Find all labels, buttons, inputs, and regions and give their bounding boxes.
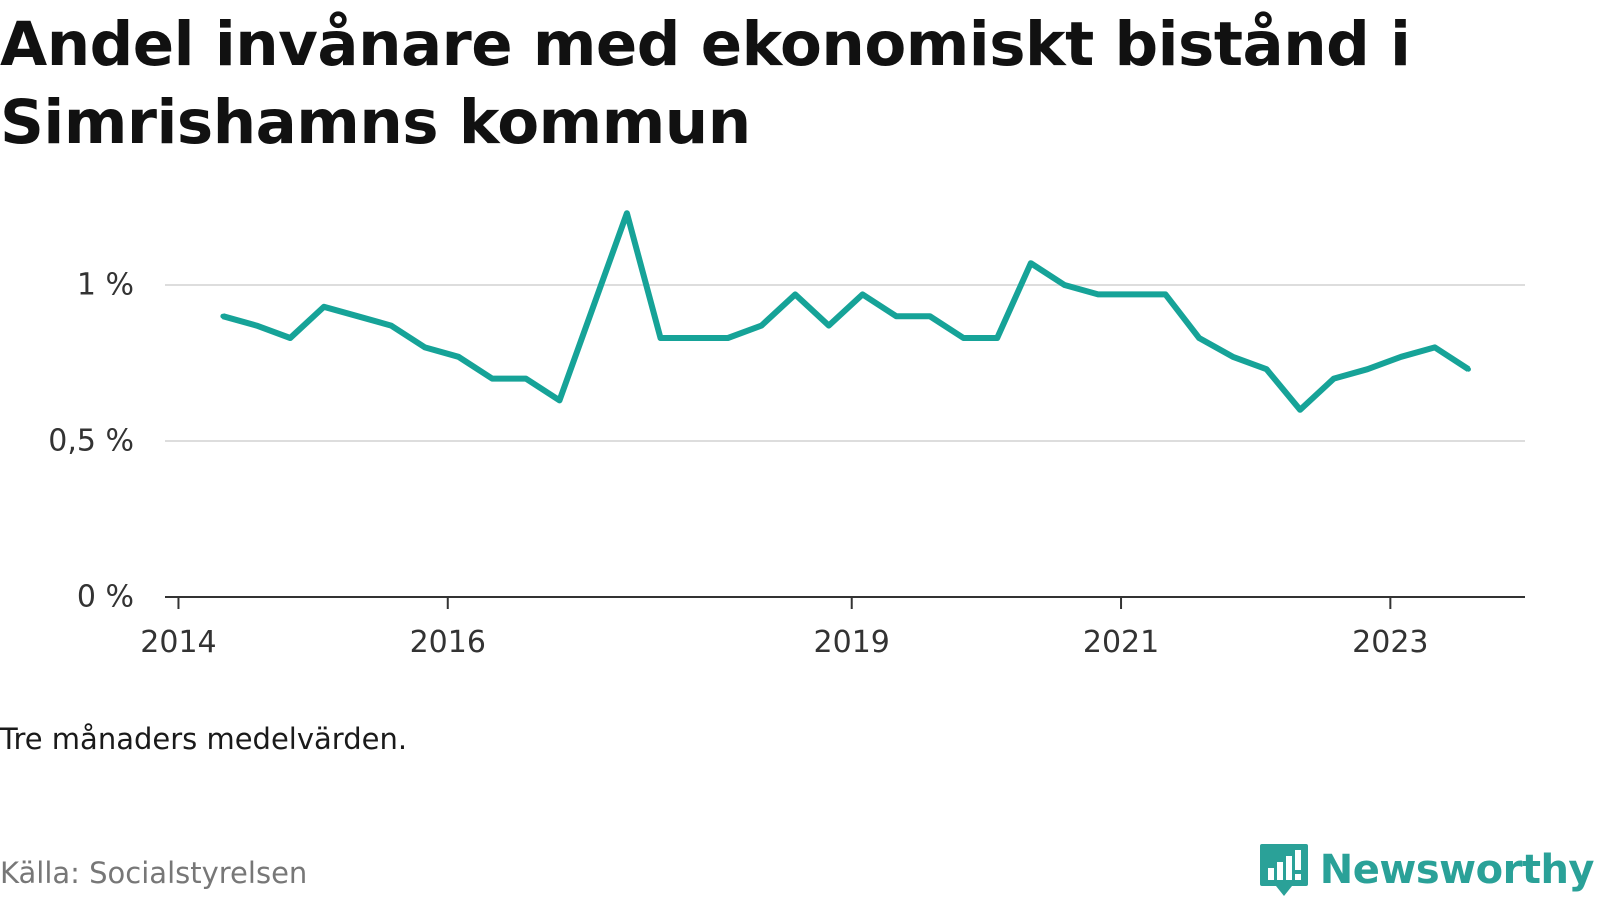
y-tick-label: 0,5 % xyxy=(48,424,134,459)
data-point xyxy=(1432,344,1438,350)
line-chart: 0 % 0,5 % 1 % 2014 2016 2019 2021 2023 xyxy=(48,210,1525,661)
data-point xyxy=(725,335,731,341)
source-label: Källa: Socialstyrelsen xyxy=(0,856,308,890)
data-point xyxy=(321,304,327,310)
data-point xyxy=(1129,291,1135,297)
data-point xyxy=(658,335,664,341)
data-point xyxy=(388,323,394,329)
data-point xyxy=(759,323,765,329)
data-point xyxy=(1196,335,1202,341)
x-tick-label: 2021 xyxy=(1083,625,1159,660)
data-point xyxy=(792,291,798,297)
data-point xyxy=(1162,291,1168,297)
x-tick-label: 2014 xyxy=(140,625,216,660)
data-point xyxy=(1230,354,1236,360)
data-point xyxy=(489,376,495,382)
x-tick-label: 2019 xyxy=(814,625,890,660)
brand-logo[interactable]: Newsworthy xyxy=(1258,840,1595,900)
data-point xyxy=(1061,282,1067,288)
y-tick-label: 1 % xyxy=(77,268,134,303)
data-point xyxy=(860,291,866,297)
brand-name: Newsworthy xyxy=(1319,847,1595,893)
data-point xyxy=(994,335,1000,341)
data-point xyxy=(1364,366,1370,372)
data-point xyxy=(960,335,966,341)
data-point xyxy=(1398,354,1404,360)
data-point xyxy=(1095,291,1101,297)
chart-note: Tre månaders medelvärden. xyxy=(0,722,408,756)
series-layer xyxy=(220,210,1471,413)
data-point xyxy=(355,313,361,319)
x-tick-label: 2023 xyxy=(1352,625,1428,660)
grid-lines xyxy=(165,284,1525,442)
data-point xyxy=(691,335,697,341)
data-point xyxy=(220,313,226,319)
data-point xyxy=(1297,407,1303,413)
data-point xyxy=(1028,260,1034,266)
series-line xyxy=(222,210,1471,413)
chart-title: Andel invånare med ekonomiskt bistånd i … xyxy=(0,9,1411,158)
y-tick-label: 0 % xyxy=(77,580,134,615)
tick-labels: 0 % 0,5 % 1 % 2014 2016 2019 2021 2023 xyxy=(48,268,1428,661)
data-point xyxy=(422,344,428,350)
data-point xyxy=(1465,366,1471,372)
data-point xyxy=(254,323,260,329)
data-point xyxy=(456,354,462,360)
data-point xyxy=(1263,366,1269,372)
data-point xyxy=(927,313,933,319)
data-point xyxy=(826,323,832,329)
data-point xyxy=(590,304,596,310)
data-point xyxy=(893,313,899,319)
newsworthy-bar-chart-icon xyxy=(1259,844,1308,896)
data-point xyxy=(1331,376,1337,382)
x-axis xyxy=(165,596,1525,609)
data-point xyxy=(523,376,529,382)
data-point xyxy=(624,210,630,216)
x-tick-label: 2016 xyxy=(410,625,486,660)
data-point xyxy=(557,397,563,403)
data-point xyxy=(287,335,293,341)
